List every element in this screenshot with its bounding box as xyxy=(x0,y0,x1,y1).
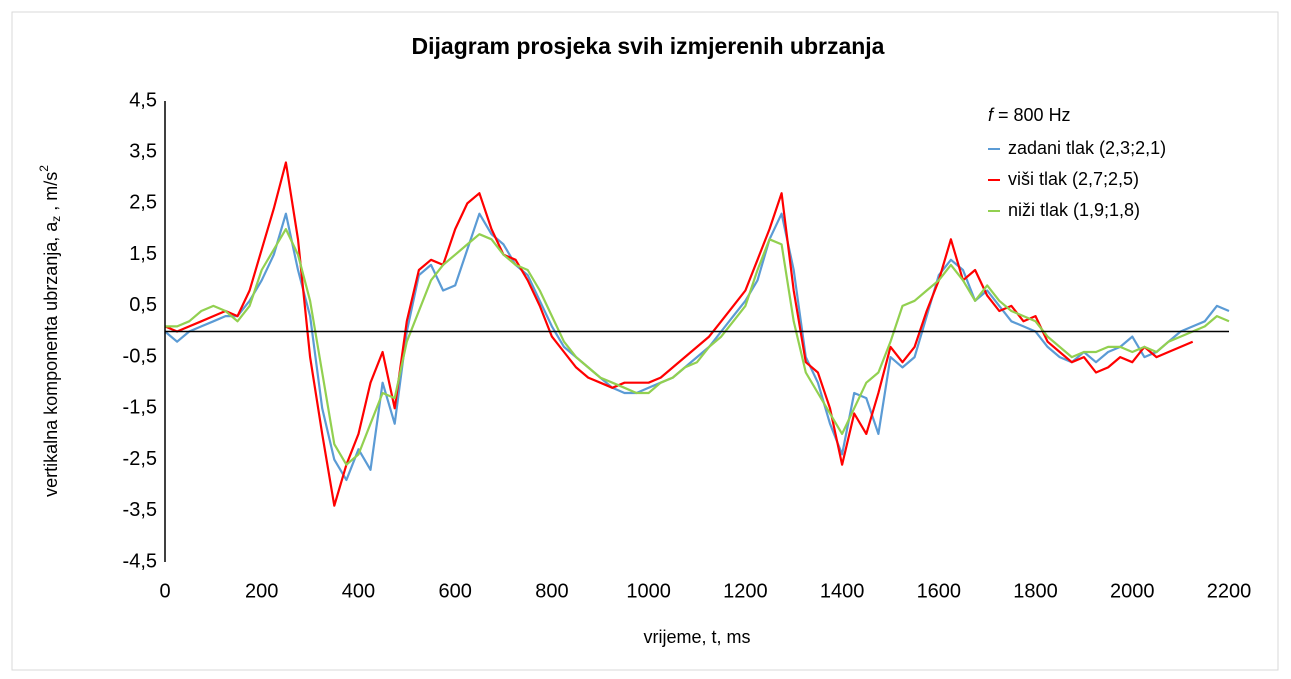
x-tick-label: 2200 xyxy=(1207,580,1252,602)
x-tick-label: 1600 xyxy=(917,580,962,602)
y-tick-label: -0,5 xyxy=(123,345,157,367)
series-line xyxy=(164,212,1230,482)
x-tick-label: 1000 xyxy=(626,580,671,602)
y-label-part: , m/s xyxy=(41,172,61,216)
y-tick-label: 3,5 xyxy=(129,141,157,163)
x-tick-label: 1200 xyxy=(723,580,768,602)
y-tick-label: -2,5 xyxy=(123,448,157,470)
y-tick-label: -4,5 xyxy=(123,550,157,572)
y-tick-label: 4,5 xyxy=(129,89,157,111)
legend-label: zadani tlak (2,3;2,1) xyxy=(1008,138,1166,158)
y-label-sub: z xyxy=(49,216,63,222)
x-tick-label: 2000 xyxy=(1110,580,1155,602)
x-axis-label: vrijeme, t, ms xyxy=(643,627,750,647)
y-tick-label: -3,5 xyxy=(123,499,157,521)
legend-label: viši tlak (2,7;2,5) xyxy=(1008,169,1139,189)
x-tick-label: 1800 xyxy=(1013,580,1058,602)
x-tick-label: 200 xyxy=(245,580,278,602)
annotation-text: = 800 Hz xyxy=(993,105,1071,125)
y-tick-label: 0,5 xyxy=(129,294,157,316)
annotation-italic: f xyxy=(988,105,995,125)
annotation: f = 800 Hz xyxy=(988,105,1071,125)
x-tick-label: 400 xyxy=(342,580,375,602)
y-label-sup: 2 xyxy=(37,165,51,172)
x-tick-label: 800 xyxy=(535,580,568,602)
y-axis-label: vertikalna komponenta ubrzanja, az , m/s… xyxy=(37,165,63,497)
chart-title: Dijagram prosjeka svih izmjerenih ubrzan… xyxy=(412,33,885,59)
y-tick-label: -1,5 xyxy=(123,397,157,419)
series-line xyxy=(164,161,1194,507)
chart-border xyxy=(11,11,1279,671)
series-line xyxy=(165,228,1230,466)
y-tick-label: 1,5 xyxy=(129,243,157,265)
y-tick-label: 2,5 xyxy=(129,192,157,214)
x-tick-label: 1400 xyxy=(820,580,865,602)
legend-label: niži tlak (1,9;1,8) xyxy=(1008,200,1140,220)
x-tick-label: 600 xyxy=(438,580,471,602)
y-label-part: vertikalna komponenta ubrzanja, a xyxy=(41,221,61,497)
x-tick-label: 0 xyxy=(159,580,170,602)
